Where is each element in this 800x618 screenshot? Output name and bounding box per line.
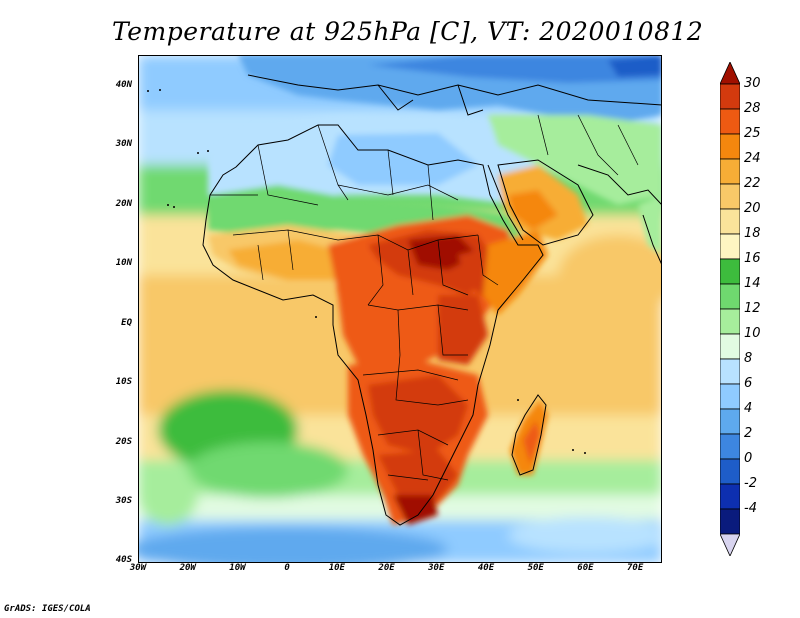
lon-tick-label: 10W — [229, 563, 246, 573]
lon-tick-label: 0 — [284, 563, 290, 573]
colorbar-label: 25 — [744, 126, 761, 141]
lon-tick-label: 20W — [179, 563, 196, 573]
colorbar-label: 10 — [744, 326, 761, 341]
colorbar-swatch — [719, 483, 741, 510]
map-canvas — [138, 55, 662, 563]
lon-tick-label: 10E — [328, 563, 345, 573]
land-field — [208, 55, 662, 525]
lat-tick-label: 30S — [115, 496, 132, 507]
colorbar-swatch — [719, 358, 741, 385]
islands — [147, 89, 586, 454]
lon-tick-label: 20E — [378, 563, 395, 573]
colorbar-label: 14 — [744, 276, 761, 291]
colorbar-swatch — [719, 308, 741, 335]
lon-tick-label: 50E — [527, 563, 544, 573]
lat-tick-label: 10S — [115, 377, 132, 388]
colorbar-label: 22 — [744, 176, 761, 191]
lon-tick-label: 40E — [477, 563, 495, 573]
grads-credit: GrADS: IGES/COLA — [4, 604, 91, 614]
colorbar-label: 12 — [744, 301, 761, 316]
lat-tick-label: 20S — [115, 436, 132, 447]
lon-tick-label: 60E — [577, 563, 594, 573]
colorbar-label: 16 — [744, 251, 761, 266]
colorbar-label: -2 — [744, 476, 757, 491]
colorbar-label: 0 — [744, 451, 753, 466]
colorbar-label: 30 — [744, 76, 761, 91]
colorbar-top-arrow — [719, 61, 741, 85]
lat-tick-label: 20N — [115, 198, 132, 209]
lon-tick-label: 30W — [129, 563, 147, 573]
colorbar-swatch — [719, 183, 741, 210]
lat-tick-label: 10N — [115, 258, 132, 269]
lat-tick-label: 40N — [115, 79, 132, 90]
colorbar-swatch — [719, 133, 741, 160]
chart-title: Temperature at 925hPa [C], VT: 202001081… — [112, 17, 704, 46]
colorbar-swatch — [719, 458, 741, 485]
lon-tick-label: 70E — [627, 563, 644, 573]
colorbar-label: 20 — [744, 201, 761, 216]
temperature-map — [138, 55, 662, 563]
colorbar-label: 8 — [744, 351, 753, 366]
colorbar-label: 28 — [744, 101, 761, 116]
colorbar-swatch — [719, 408, 741, 435]
colorbar-label: 6 — [744, 376, 753, 391]
colorbar-swatch — [719, 258, 741, 285]
colorbar-swatch — [719, 108, 741, 135]
colorbar-label: 18 — [744, 226, 761, 241]
lat-tick-label: EQ — [121, 317, 132, 328]
colorbar-swatch — [719, 83, 741, 110]
colorbar-label: 24 — [744, 151, 761, 166]
colorbar-swatches — [719, 61, 741, 557]
colorbar-swatch — [719, 433, 741, 460]
lat-tick-label: 30N — [115, 139, 132, 150]
lat-tick-label: 40S — [115, 555, 132, 565]
colorbar-swatch — [719, 283, 741, 310]
colorbar — [719, 61, 741, 557]
colorbar-swatch — [719, 233, 741, 260]
country-borders — [210, 114, 639, 481]
lon-tick-label: 30E — [428, 563, 445, 573]
colorbar-swatch — [719, 208, 741, 235]
colorbar-swatch — [719, 333, 741, 360]
colorbar-label: 4 — [744, 401, 753, 416]
colorbar-swatch — [719, 508, 741, 535]
colorbar-swatch — [719, 158, 741, 185]
colorbar-swatch — [719, 383, 741, 410]
colorbar-label: -4 — [744, 501, 757, 516]
colorbar-bottom-arrow — [719, 533, 741, 557]
colorbar-label: 2 — [744, 426, 753, 441]
